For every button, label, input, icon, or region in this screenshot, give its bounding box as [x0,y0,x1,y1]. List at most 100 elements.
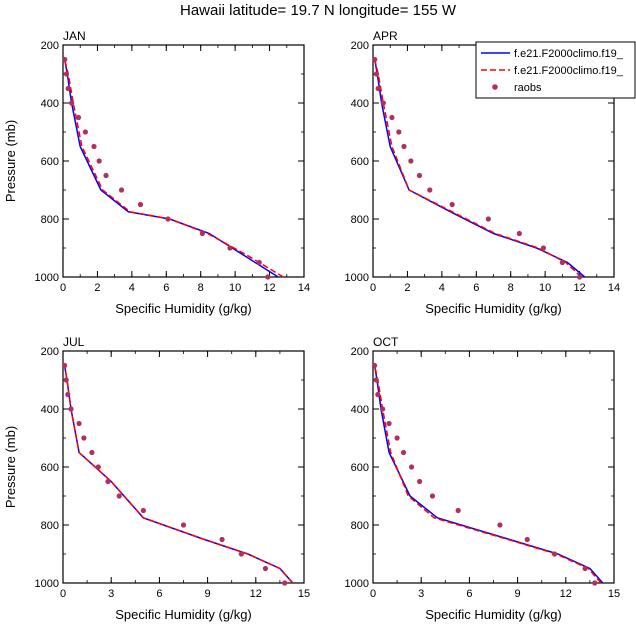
panel-jan-raobs-point [82,129,88,135]
panel-jul-ytick-label: 400 [41,404,59,416]
panel-jan-raobs-point [91,143,97,150]
panel-apr-raobs-point [408,158,414,164]
legend-marker-raobs [492,84,498,90]
panel-jan-raobs-point [227,245,233,251]
panel-apr-raobs-point [372,56,378,63]
panel-oct-xlabel: Specific Humidity (g/kg) [425,607,562,622]
panel-jul-raobs-point [81,435,87,441]
panel-jul-xtick-label: 12 [250,588,262,600]
panel-apr-raobs-point [401,143,407,150]
panel-jan-label: JAN [63,29,86,43]
panel-oct-xtick-label: 0 [370,588,376,600]
panel-jan-raobs-point [65,85,71,92]
panel-oct-raobs-point [551,551,558,557]
panel-jul-label: JUL [63,335,85,349]
panel-oct-raobs-point [455,507,461,514]
panel-jul-xtick-label: 15 [298,588,310,600]
panel-jan-raobs-point [69,100,75,106]
panel-jul-ytick-label: 200 [41,346,59,358]
panel-apr-xtick-label: 4 [439,282,445,294]
panel-jul-ytick-label: 800 [41,520,59,532]
panel-jan-xtick-label: 6 [163,282,169,294]
panel-jul-xtick-label: 6 [156,588,162,600]
panel-jan-ytick-label: 200 [41,40,59,52]
panel-jan-model-solid-line [63,59,279,278]
panel-jul-raobs-point [95,464,101,470]
panel-jan-raobs-point [62,56,68,63]
panel-apr-xtick-label: 6 [473,282,479,294]
panel-apr-ytick-label: 600 [351,156,369,168]
panel-apr-raobs-point [516,230,522,237]
panel-jul-xtick-label: 9 [205,588,211,600]
panel-apr-raobs-point [416,172,423,179]
panel-apr-raobs-point [559,259,565,266]
panel-jan-xtick-label: 2 [94,282,100,294]
panel-apr-xtick-label: 8 [508,282,514,294]
panel-jan-ytick-label: 400 [41,98,59,110]
panel-jul-raobs-point [262,565,269,572]
panel-jul-xtick-label: 0 [60,588,66,600]
panel-jan-xtick-label: 4 [129,282,135,294]
panel-jul-raobs-point [116,493,122,499]
panel-oct-raobs-point [375,391,381,398]
legend-entry-label: raobs [514,82,542,94]
panel-jul-model-dashed-line [63,365,294,584]
panel-oct-raobs-point [408,464,415,470]
panel-jan-raobs-point [103,172,109,179]
panel-apr-raobs-point [540,245,547,251]
panel-jan-ytick-label: 800 [41,214,59,226]
panel-oct-raobs-point [386,420,392,427]
panel-jan-xtick-label: 8 [198,282,204,294]
legend-entry-label: f.e21.F2000climo.f19_ [514,48,624,60]
panel-oct-ytick-label: 600 [351,462,369,474]
panel-apr-xtick-label: 10 [539,282,551,294]
panel-apr-raobs-point [396,129,402,135]
panel-jul-raobs-point [76,420,82,427]
panel-jul-raobs-point [62,362,68,369]
panel-jan-raobs-point [75,114,82,121]
panel-oct-ytick-label: 1000 [345,578,369,590]
panel-jul-model-solid-line [63,365,294,584]
panel-oct-raobs-point [372,362,378,369]
panel-apr-xlabel: Specific Humidity (g/kg) [425,301,562,316]
panel-apr-xtick-label: 14 [608,282,620,294]
panel-jan-xtick-label: 0 [60,282,66,294]
panel-oct-raobs-point [582,565,588,572]
panel-oct-raobs-point [400,449,407,456]
panel-oct-raobs-point [592,580,598,586]
panel-jul-raobs-point [89,449,95,456]
panel-oct-raobs-point [394,435,400,441]
panel-jul-ytick-label: 600 [41,462,59,474]
panel-jan-xtick-label: 10 [229,282,241,294]
panel-jul-xlabel: Specific Humidity (g/kg) [115,607,252,622]
panel-oct-xtick-label: 3 [418,588,424,600]
panel-apr-xtick-label: 12 [573,282,585,294]
panel-apr-label: APR [373,29,398,43]
panel-oct-raobs-point [380,406,386,412]
panel-apr-raobs-point [576,274,583,280]
panel-jan-raobs-point [96,158,102,164]
panel-jul-ylabel: Pressure (mb) [3,426,18,508]
panel-jul-ytick-label: 1000 [35,578,59,590]
panel-jan-xtick-label: 12 [263,282,275,294]
panel-apr-xtick-label: 2 [404,282,410,294]
panel-jan-model-dashed-line [63,59,284,278]
panel-apr-ytick-label: 1000 [345,272,369,284]
panel-jan-raobs-point [256,259,262,266]
panel-oct-label: OCT [373,335,399,349]
panel-jul-raobs-point [180,522,187,528]
panel-oct-xtick-label: 6 [466,588,472,600]
panel-jan-ylabel: Pressure (mb) [3,120,18,202]
panel-jul-raobs-point [219,536,225,543]
panel-jan-xlabel: Specific Humidity (g/kg) [115,301,252,316]
panel-oct-model-solid-line [373,365,604,584]
panel-jan-ytick-label: 600 [41,156,59,168]
panel-apr-raobs-point [449,201,455,208]
panel-jul-raobs-point [68,406,74,412]
panel-oct-raobs-point [524,536,530,543]
panel-oct-xtick-label: 15 [608,588,620,600]
panel-jul-raobs-point [238,551,244,557]
panel-oct-xtick-label: 12 [560,588,572,600]
panel-jul-raobs-point [282,580,288,586]
